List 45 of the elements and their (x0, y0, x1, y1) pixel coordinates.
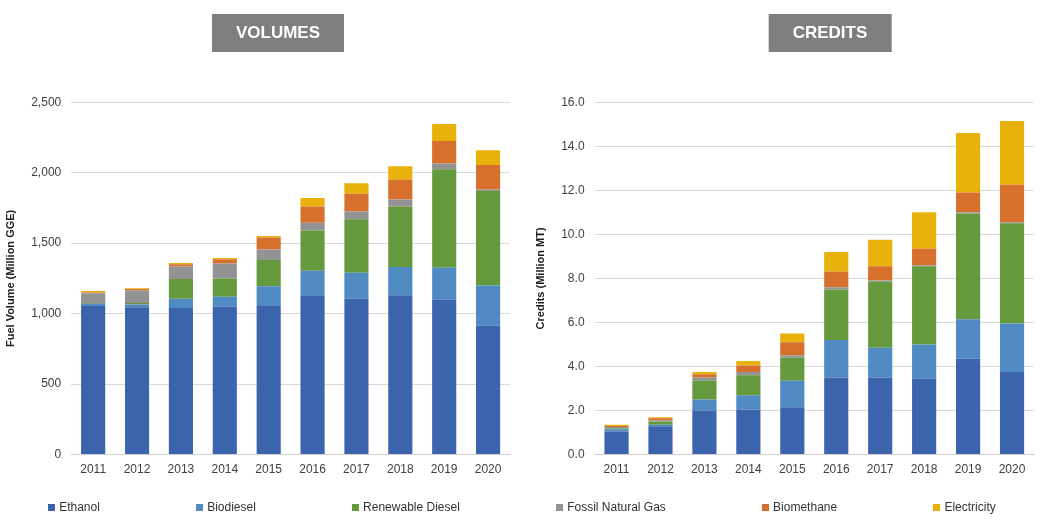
legend-label: Biomethane (773, 500, 838, 514)
y-tick-label: 6.0 (567, 314, 585, 329)
y-tick-label: 10.0 (561, 226, 585, 241)
y-tick-label: 1,500 (31, 235, 62, 250)
x-tick-label: 2011 (80, 462, 107, 477)
x-tick-label: 2013 (167, 462, 195, 477)
x-tick-label: 2016 (822, 462, 850, 477)
x-tick-label: 2013 (691, 462, 719, 477)
x-tick-label: 2012 (647, 462, 675, 477)
x-tick-label: 2014 (211, 462, 239, 477)
x-tick-label: 2020 (474, 462, 502, 477)
chart-title: VOLUMES (211, 14, 345, 52)
y-tick-label: 1,000 (31, 305, 62, 320)
legend-label: Ethanol (59, 500, 100, 514)
y-tick-label: 8.0 (567, 270, 585, 285)
x-tick-label: 2017 (866, 462, 894, 477)
x-tick-label: 2019 (954, 462, 982, 477)
x-tick-label: 2018 (910, 462, 938, 477)
y-tick-label: 0 (54, 446, 62, 461)
y-tick-label: 4.0 (567, 358, 585, 373)
y-tick-label: 12.0 (561, 182, 585, 197)
y-tick-label: 14.0 (561, 138, 585, 153)
y-tick-label: 2,500 (31, 94, 62, 109)
x-tick-label: 2014 (735, 462, 763, 477)
x-tick-label: 2019 (430, 462, 458, 477)
chart-title: CREDITS (768, 14, 892, 52)
y-axis-title: Fuel Volume (Million GGE) (3, 209, 16, 348)
y-tick-label: 2,000 (31, 164, 62, 179)
y-tick-label: 0.0 (567, 446, 585, 461)
x-tick-label: 2012 (123, 462, 151, 477)
legend-label: Electricity (944, 500, 996, 514)
x-tick-label: 2015 (778, 462, 806, 477)
x-tick-label: 2011 (603, 462, 630, 477)
legend-label: Fossil Natural Gas (567, 500, 666, 514)
x-tick-label: 2017 (343, 462, 371, 477)
legend-label: Renewable Diesel (363, 500, 460, 514)
legend-label: Biodiesel (207, 500, 256, 514)
x-tick-label: 2018 (386, 462, 414, 477)
y-tick-label: 16.0 (561, 94, 585, 109)
y-tick-label: 2.0 (567, 402, 585, 417)
x-tick-label: 2016 (299, 462, 327, 477)
y-tick-label: 500 (41, 376, 62, 391)
y-axis-title: Credits (Million MT) (533, 227, 546, 330)
x-tick-label: 2015 (255, 462, 283, 477)
x-tick-label: 2020 (998, 462, 1026, 477)
